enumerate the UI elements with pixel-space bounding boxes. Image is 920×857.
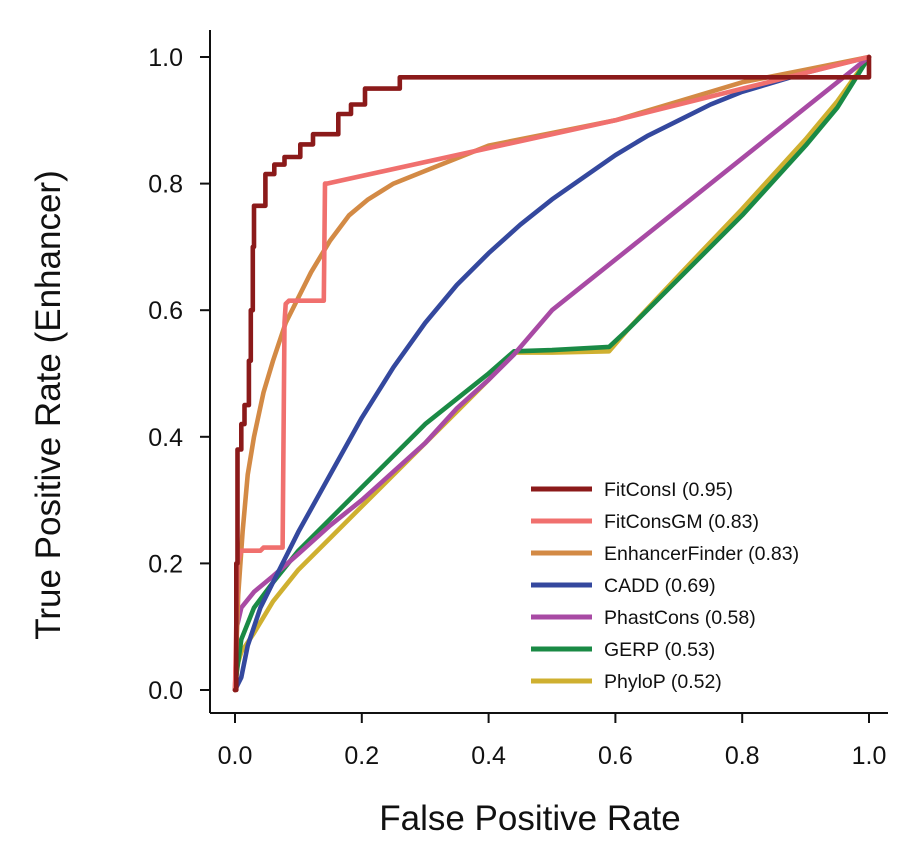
series-line-4 xyxy=(232,54,872,693)
x-ticks: 0.0 0.2 0.4 0.6 0.8 1.0 xyxy=(218,713,887,770)
y-tick-label: 1.0 xyxy=(148,44,183,72)
series-line-6 xyxy=(232,54,872,693)
series-line-3 xyxy=(232,54,872,693)
series-line-2 xyxy=(232,54,872,693)
y-axis-title: True Positive Rate (Enhancer) xyxy=(29,170,68,639)
x-tick-label: 0.6 xyxy=(598,742,633,770)
y-tick-label: 0.6 xyxy=(148,297,183,325)
legend-label: CADD (0.69) xyxy=(604,575,716,597)
y-tick-label: 0.4 xyxy=(148,424,183,452)
y-tick-label: 0.0 xyxy=(148,677,183,705)
series-line-5 xyxy=(232,54,872,693)
y-ticks: 0.0 0.2 0.4 0.6 0.8 1.0 xyxy=(148,44,210,705)
x-tick-label: 0.8 xyxy=(725,742,760,770)
roc-curves xyxy=(232,54,872,693)
y-tick-label: 0.8 xyxy=(148,171,183,199)
legend-label: FitConsI (0.95) xyxy=(604,479,733,501)
series-line-1 xyxy=(232,54,872,693)
legend-label: GERP (0.53) xyxy=(604,639,715,661)
x-tick-label: 0.2 xyxy=(344,742,379,770)
legend-label: PhyloP (0.52) xyxy=(604,671,722,693)
legend: FitConsI (0.95) FitConsGM (0.83) EnhancerF… xyxy=(531,479,799,693)
legend-label: FitConsGM (0.83) xyxy=(604,511,759,533)
x-tick-label: 1.0 xyxy=(852,742,887,770)
x-tick-label: 0.4 xyxy=(471,742,506,770)
axes xyxy=(209,30,888,714)
x-tick-label: 0.0 xyxy=(218,742,253,770)
x-axis-title: False Positive Rate xyxy=(379,799,681,838)
legend-label: EnhancerFinder (0.83) xyxy=(604,543,799,565)
series-line-0 xyxy=(232,54,872,693)
y-tick-label: 0.2 xyxy=(148,550,183,578)
legend-label: PhastCons (0.58) xyxy=(604,607,756,629)
